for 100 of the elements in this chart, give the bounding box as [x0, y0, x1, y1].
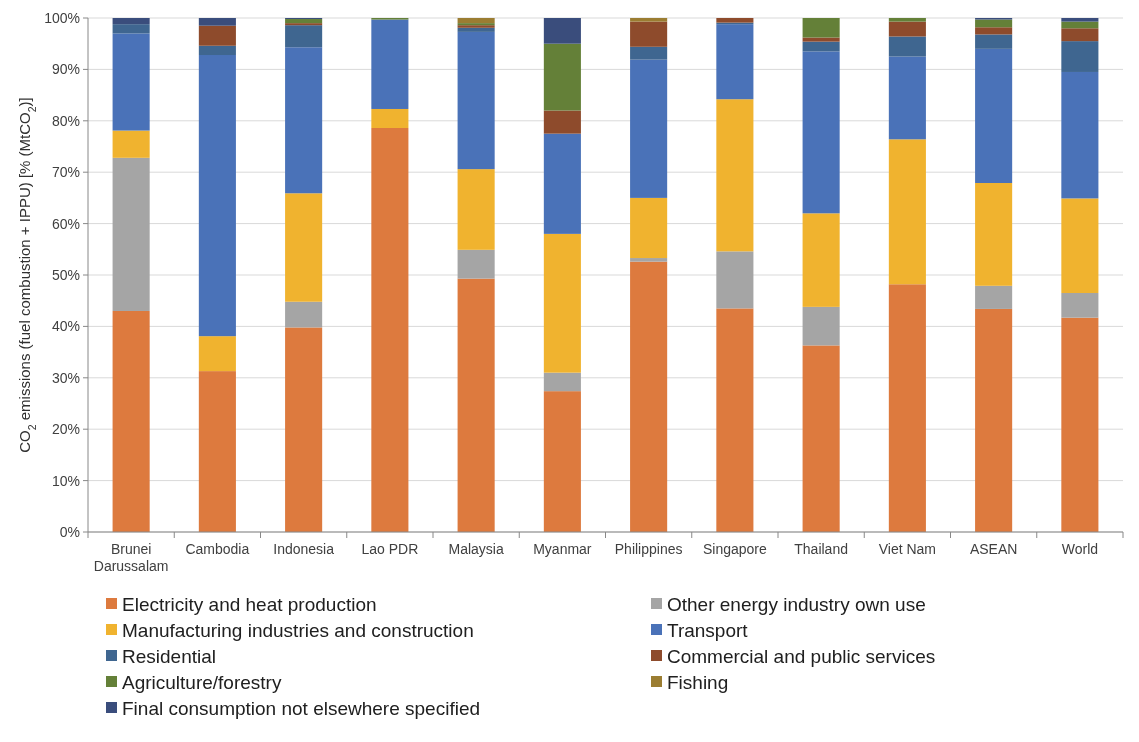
legend-label: Other energy industry own use	[667, 593, 926, 615]
bar	[630, 261, 668, 532]
legend-label: Transport	[667, 619, 749, 641]
x-tick-label: Thailand	[794, 541, 848, 557]
bar	[543, 133, 581, 234]
bar	[285, 25, 323, 48]
bar	[716, 251, 754, 309]
y-tick-label: 40%	[51, 318, 80, 335]
bar	[198, 25, 236, 46]
bar	[888, 18, 926, 22]
y-tick-label: 30%	[51, 369, 80, 386]
bar	[1061, 198, 1099, 293]
bar	[1061, 21, 1099, 29]
y-tick-label: 90%	[51, 61, 80, 78]
x-tick-label: Philippines	[614, 541, 683, 557]
bar	[543, 43, 581, 111]
bar	[457, 169, 495, 250]
bar	[371, 19, 409, 109]
legend-label: Residential	[122, 645, 216, 667]
y-tick-label: 50%	[51, 266, 80, 283]
bar	[975, 34, 1013, 49]
bar	[802, 306, 840, 346]
bar	[802, 37, 840, 42]
bar	[975, 48, 1013, 183]
bar	[285, 193, 323, 302]
bar	[285, 23, 323, 26]
y-tick-label: 100%	[44, 9, 80, 26]
bar	[630, 59, 668, 198]
bar	[285, 47, 323, 194]
bar	[1061, 28, 1099, 42]
bar	[543, 110, 581, 134]
bar	[716, 308, 754, 532]
x-tick-label: World	[1061, 541, 1099, 557]
bar	[198, 55, 236, 337]
bar	[285, 19, 323, 24]
bar	[371, 128, 409, 532]
x-tick-label: Singapore	[702, 541, 767, 557]
x-tick-label: Cambodia	[185, 541, 250, 557]
bar	[1061, 317, 1099, 532]
bar	[888, 139, 926, 285]
bar	[112, 33, 150, 131]
bar	[543, 372, 581, 392]
bar	[1061, 41, 1099, 72]
bar	[371, 108, 409, 128]
x-tick-label: Brunei Darussalam	[93, 541, 169, 574]
bar	[888, 56, 926, 140]
bar	[457, 249, 495, 279]
x-tick-label: Lao PDR	[361, 541, 419, 557]
y-tick-label: 70%	[51, 164, 80, 181]
bar	[802, 213, 840, 307]
bar	[1061, 18, 1099, 22]
bar	[543, 18, 581, 44]
bar	[112, 130, 150, 158]
bar	[975, 27, 1013, 35]
bar	[630, 18, 668, 22]
bar	[630, 21, 668, 47]
bar	[198, 18, 236, 26]
bar	[716, 18, 754, 23]
bar	[457, 27, 495, 32]
bar	[630, 46, 668, 60]
x-tick-label: ASEAN	[969, 541, 1018, 557]
bar	[716, 24, 754, 100]
x-tick-label: Malaysia	[448, 541, 504, 557]
legend-label: Final consumption not elsewhere specified	[122, 697, 481, 719]
y-tick-label: 10%	[51, 472, 80, 489]
bar	[112, 157, 150, 311]
bar	[802, 41, 840, 52]
bar	[975, 285, 1013, 309]
y-tick-label: 20%	[51, 421, 80, 438]
bar	[457, 278, 495, 532]
x-tick-label: Viet Nam	[878, 541, 937, 557]
bar	[198, 45, 236, 56]
y-tick-label: 60%	[51, 215, 80, 232]
y-tick-label: 0%	[59, 523, 80, 540]
bar	[198, 336, 236, 372]
bar	[802, 51, 840, 214]
bar	[457, 18, 495, 24]
bar	[543, 233, 581, 373]
bar	[1061, 292, 1099, 318]
bar	[112, 18, 150, 25]
bar	[457, 31, 495, 170]
bar	[285, 301, 323, 328]
legend-label: Manufacturing industries and construction	[122, 619, 474, 641]
x-tick-label: Myanmar	[533, 541, 592, 557]
bar	[975, 308, 1013, 532]
legend-label: Agriculture/forestry	[122, 671, 282, 693]
bar	[1061, 71, 1099, 199]
bar	[285, 327, 323, 532]
bar	[888, 284, 926, 532]
legend-label: Electricity and heat production	[122, 593, 377, 615]
bar	[802, 345, 840, 532]
bar	[543, 391, 581, 532]
bar	[888, 36, 926, 57]
bar	[198, 371, 236, 532]
x-tick-label: Indonesia	[273, 541, 335, 557]
legend-label: Fishing	[667, 671, 729, 693]
bar	[802, 18, 840, 38]
bar	[975, 19, 1013, 28]
legend-label: Commercial and public services	[667, 645, 936, 667]
y-tick-label: 80%	[51, 112, 80, 129]
